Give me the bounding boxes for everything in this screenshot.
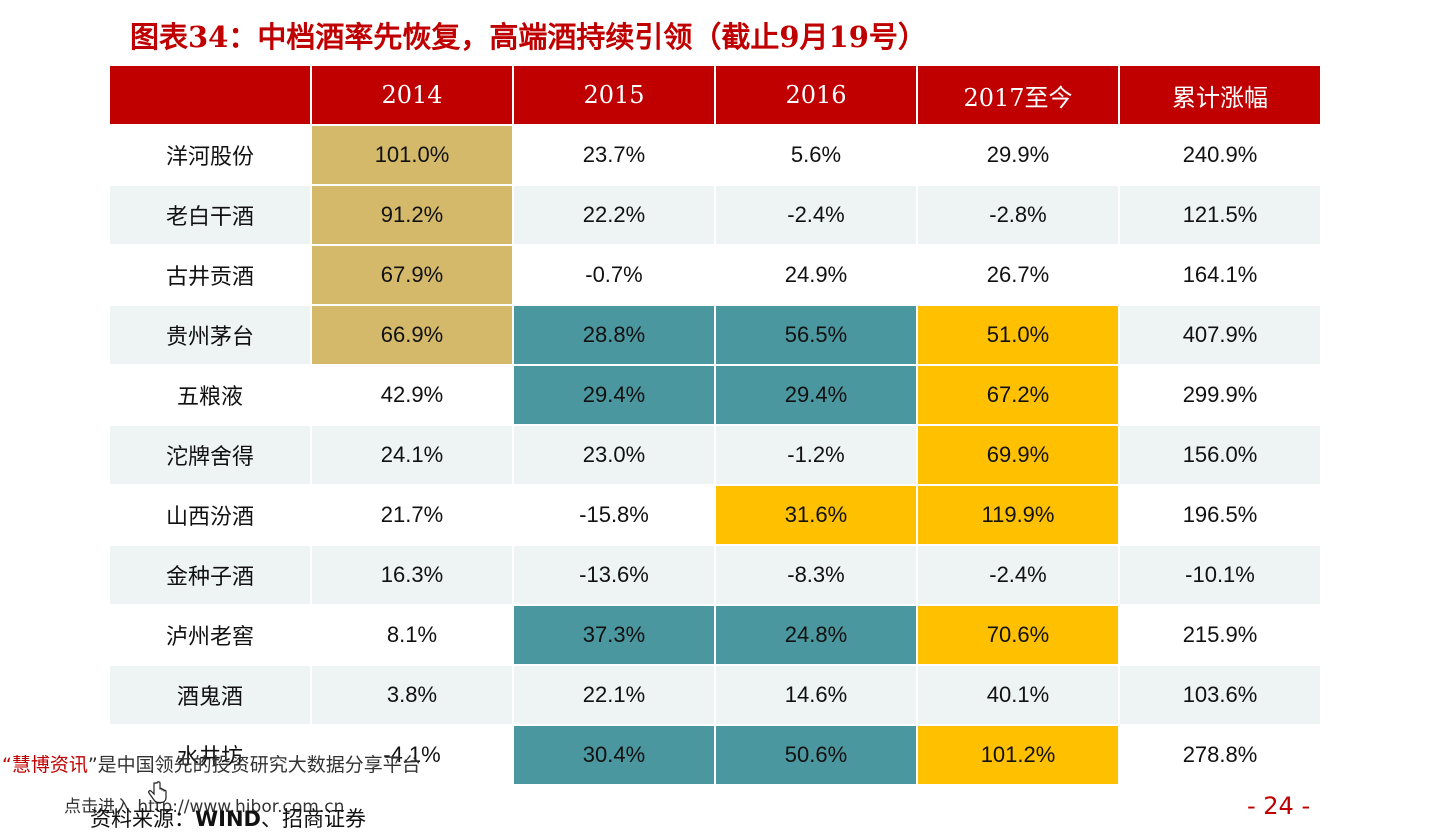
value-cell: 24.1% bbox=[310, 424, 514, 486]
value-cell: 8.1% bbox=[310, 604, 514, 666]
enter-link[interactable]: 点击进入 http://www.hibor.com.cn bbox=[64, 797, 345, 817]
value-cell: -2.8% bbox=[916, 184, 1120, 246]
value-cell: 24.8% bbox=[714, 604, 918, 666]
value-cell: 21.7% bbox=[310, 484, 514, 546]
header-cell-2016: 2016 bbox=[714, 64, 918, 126]
source-suffix: 、招商证券 bbox=[260, 807, 366, 831]
header-cell-blank bbox=[108, 64, 312, 126]
watermark-rest: ”是中国领先的投资研究大数据分享平台 bbox=[87, 754, 421, 776]
header-cell-2014: 2014 bbox=[310, 64, 514, 126]
value-cell: -10.1% bbox=[1118, 544, 1322, 606]
value-cell: 215.9% bbox=[1118, 604, 1322, 666]
value-cell: 67.9% bbox=[310, 244, 514, 306]
value-cell: 69.9% bbox=[916, 424, 1120, 486]
header-cell-2015: 2015 bbox=[512, 64, 716, 126]
value-cell: 30.4% bbox=[512, 724, 716, 786]
value-cell: 42.9% bbox=[310, 364, 514, 426]
value-cell: 29.9% bbox=[916, 124, 1120, 186]
table-row: 老白干酒 91.2% 22.2% -2.4% -2.8% 121.5% bbox=[108, 184, 1322, 246]
header-cell-2017: 2017至今 bbox=[916, 64, 1120, 126]
value-cell: 29.4% bbox=[714, 364, 918, 426]
value-cell: 40.1% bbox=[916, 664, 1120, 726]
value-cell: 22.1% bbox=[512, 664, 716, 726]
value-cell: 14.6% bbox=[714, 664, 918, 726]
row-label: 洋河股份 bbox=[108, 124, 312, 186]
value-cell: 196.5% bbox=[1118, 484, 1322, 546]
value-cell: -1.2% bbox=[714, 424, 918, 486]
value-cell: 121.5% bbox=[1118, 184, 1322, 246]
value-cell: 24.9% bbox=[714, 244, 918, 306]
value-cell: 37.3% bbox=[512, 604, 716, 666]
value-cell: 407.9% bbox=[1118, 304, 1322, 366]
source-wind: WIND bbox=[195, 807, 261, 831]
value-cell: 70.6% bbox=[916, 604, 1120, 666]
value-cell: 164.1% bbox=[1118, 244, 1322, 306]
value-cell: 23.7% bbox=[512, 124, 716, 186]
table-row: 洋河股份 101.0% 23.7% 5.6% 29.9% 240.9% bbox=[108, 124, 1322, 186]
value-cell: 103.6% bbox=[1118, 664, 1322, 726]
page-number: - 24 - bbox=[1247, 792, 1311, 820]
value-cell: 5.6% bbox=[714, 124, 918, 186]
value-cell: 23.0% bbox=[512, 424, 716, 486]
value-cell: 101.2% bbox=[916, 724, 1120, 786]
table-row: 沱牌舍得 24.1% 23.0% -1.2% 69.9% 156.0% bbox=[108, 424, 1322, 486]
value-cell: 101.0% bbox=[310, 124, 514, 186]
table-row: 金种子酒 16.3% -13.6% -8.3% -2.4% -10.1% bbox=[108, 544, 1322, 606]
watermark-text: “慧博资讯”是中国领先的投资研究大数据分享平台 bbox=[2, 750, 421, 777]
row-label: 水井坊 bbox=[108, 724, 312, 786]
table-header-row: 2014 2015 2016 2017至今 累计涨幅 bbox=[108, 64, 1322, 126]
value-cell: -15.8% bbox=[512, 484, 716, 546]
table-row: 五粮液 42.9% 29.4% 29.4% 67.2% 299.9% bbox=[108, 364, 1322, 426]
value-cell: 51.0% bbox=[916, 304, 1120, 366]
watermark-brand: “慧博资讯 bbox=[2, 754, 88, 776]
value-cell: 67.2% bbox=[916, 364, 1120, 426]
value-cell: -2.4% bbox=[916, 544, 1120, 606]
value-cell: 29.4% bbox=[512, 364, 716, 426]
source-prefix: 资料来源： bbox=[90, 807, 195, 831]
value-cell: 299.9% bbox=[1118, 364, 1322, 426]
page-title: 图表34：中档酒率先恢复，高端酒持续引领（截止9月19号） bbox=[130, 20, 927, 54]
table-body: 洋河股份 101.0% 23.7% 5.6% 29.9% 240.9% 老白干酒 91.2% 2… bbox=[108, 124, 1322, 786]
value-cell: 3.8% bbox=[310, 664, 514, 726]
table-row: 水井坊 -4.1% 30.4% 50.6% 101.2% 278.8% bbox=[108, 724, 1322, 786]
value-cell: 156.0% bbox=[1118, 424, 1322, 486]
value-cell: 22.2% bbox=[512, 184, 716, 246]
value-cell: -0.7% bbox=[512, 244, 716, 306]
table-row: 古井贡酒 67.9% -0.7% 24.9% 26.7% 164.1% bbox=[108, 244, 1322, 306]
row-label: 山西汾酒 bbox=[108, 484, 312, 546]
row-label: 五粮液 bbox=[108, 364, 312, 426]
value-cell: 240.9% bbox=[1118, 124, 1322, 186]
table-row: 泸州老窖 8.1% 37.3% 24.8% 70.6% 215.9% bbox=[108, 604, 1322, 666]
value-cell: 66.9% bbox=[310, 304, 514, 366]
value-cell: 26.7% bbox=[916, 244, 1120, 306]
table-row: 贵州茅台 66.9% 28.8% 56.5% 51.0% 407.9% bbox=[108, 304, 1322, 366]
row-label: 古井贡酒 bbox=[108, 244, 312, 306]
value-cell: -4.1% bbox=[310, 724, 514, 786]
value-cell: 278.8% bbox=[1118, 724, 1322, 786]
row-label: 泸州老窖 bbox=[108, 604, 312, 666]
hand-cursor-icon bbox=[148, 781, 167, 804]
row-label: 沱牌舍得 bbox=[108, 424, 312, 486]
value-cell: 119.9% bbox=[916, 484, 1120, 546]
value-cell: -13.6% bbox=[512, 544, 716, 606]
header-cell-cumulative: 累计涨幅 bbox=[1118, 64, 1322, 126]
data-source: 资料来源：WIND、招商证券 bbox=[90, 803, 366, 833]
value-cell: 16.3% bbox=[310, 544, 514, 606]
value-cell: 31.6% bbox=[714, 484, 918, 546]
value-cell: -8.3% bbox=[714, 544, 918, 606]
table-row: 山西汾酒 21.7% -15.8% 31.6% 119.9% 196.5% bbox=[108, 484, 1322, 546]
row-label: 老白干酒 bbox=[108, 184, 312, 246]
value-cell: -2.4% bbox=[714, 184, 918, 246]
value-cell: 50.6% bbox=[714, 724, 918, 786]
table-row: 酒鬼酒 3.8% 22.1% 14.6% 40.1% 103.6% bbox=[108, 664, 1322, 726]
row-label: 贵州茅台 bbox=[108, 304, 312, 366]
value-cell: 56.5% bbox=[714, 304, 918, 366]
value-cell: 91.2% bbox=[310, 184, 514, 246]
liquor-returns-table: 2014 2015 2016 2017至今 累计涨幅 洋河股份 101.0% 23.… bbox=[108, 64, 1322, 786]
row-label: 酒鬼酒 bbox=[108, 664, 312, 726]
row-label: 金种子酒 bbox=[108, 544, 312, 606]
value-cell: 28.8% bbox=[512, 304, 716, 366]
